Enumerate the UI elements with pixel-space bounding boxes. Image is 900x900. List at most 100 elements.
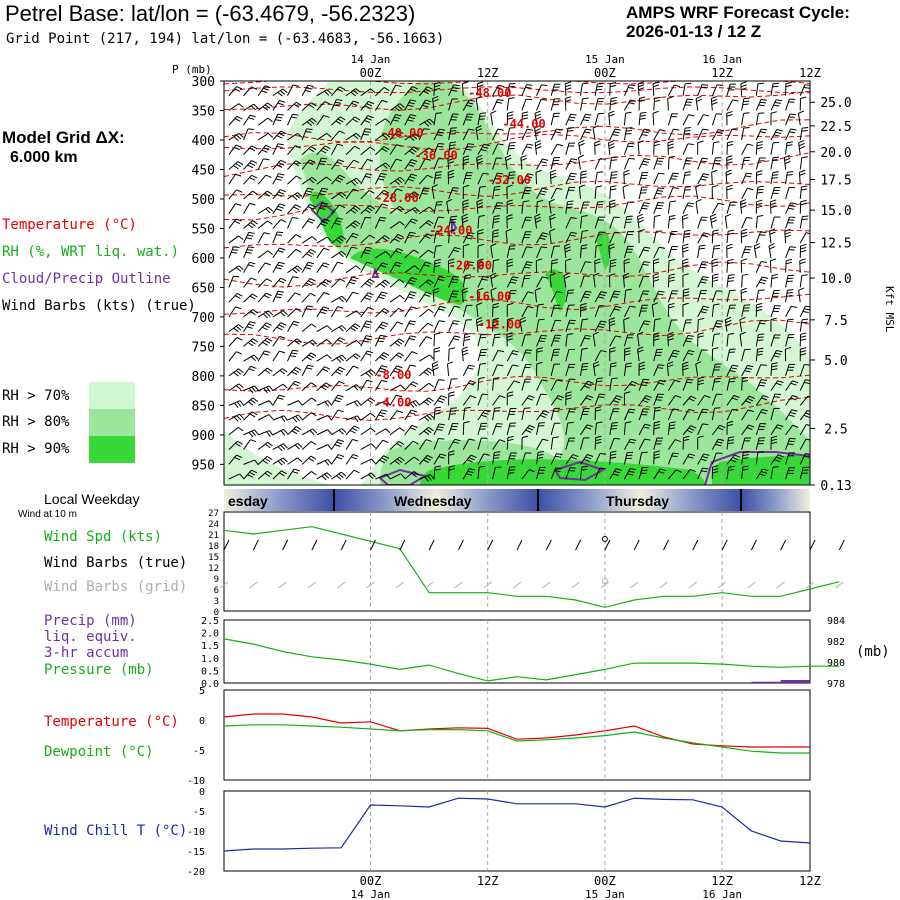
wind-barb-flag — [529, 424, 535, 429]
wind-barb-staff — [785, 306, 792, 318]
wind-barb-staff — [404, 409, 412, 421]
wind-barb-flag — [268, 430, 274, 436]
wind-barb-flag — [581, 244, 588, 247]
wind-barb — [550, 304, 561, 318]
wind-barb — [623, 258, 631, 273]
wind-barb-staff — [695, 98, 699, 111]
wind-barb-flag — [291, 352, 298, 355]
wind-barb — [726, 274, 735, 288]
wind-barb-flag — [238, 103, 244, 108]
wind-barb — [770, 216, 781, 229]
wind-barb-flag — [296, 338, 302, 343]
wind-barb-flag — [292, 276, 299, 279]
wind-barb — [476, 154, 484, 170]
temp-tick-label: 0 — [199, 716, 205, 727]
wind-barb — [550, 422, 561, 436]
precip-tick-label: 1.5 — [201, 641, 219, 652]
wind-barb-flag — [248, 231, 255, 234]
wind-barb — [638, 261, 650, 273]
wind-barb-staff — [536, 379, 543, 391]
wind-barb-flag — [556, 291, 563, 294]
wind-barb — [741, 246, 752, 259]
wind-barb-flag — [527, 305, 534, 309]
wind-barb-flag — [277, 249, 284, 253]
wind-barb-flag — [324, 401, 330, 407]
wind-barb-staff — [462, 275, 466, 288]
height-tick-label: 20.0 — [820, 146, 851, 161]
wind-barb-flag — [464, 336, 471, 338]
wind-barb — [257, 174, 272, 185]
wind-barb-staff — [316, 236, 328, 244]
wind-barb — [594, 467, 606, 480]
wind-barb — [623, 142, 635, 155]
wind-barb-flag — [726, 155, 733, 158]
wind-barb-flag — [701, 157, 709, 160]
wind-barb-flag — [802, 126, 809, 129]
pressure-tick-label: 300 — [192, 75, 215, 90]
wind-barb — [345, 265, 361, 274]
wind-barb-flag — [786, 141, 793, 144]
wind-barb-flag — [308, 457, 315, 462]
wind-barb-staff — [257, 250, 269, 259]
wind-barb-flag — [670, 178, 677, 180]
wind-barb — [257, 385, 274, 394]
wind-barb-flag — [789, 205, 796, 208]
wind-barb-flag — [522, 111, 529, 114]
wind-barb-flag — [320, 223, 327, 227]
wind-barb — [257, 470, 273, 480]
wind-barb-staff — [287, 249, 297, 259]
wind-barb — [331, 250, 347, 259]
wind-barb-staff — [477, 276, 484, 288]
wind-barb — [594, 421, 603, 435]
wind-barb — [594, 140, 601, 155]
wind-barb-flag — [569, 160, 576, 164]
wind-barb — [609, 273, 616, 288]
wind-barb-flag — [786, 144, 793, 147]
wind-barb-staff — [770, 142, 774, 155]
wind-barb-flag — [252, 190, 258, 195]
wind-barb — [448, 391, 455, 406]
wind-barb-staff — [287, 338, 298, 347]
isotherm-label: -44.00 — [502, 117, 545, 131]
wind-barb-flag — [756, 205, 763, 209]
wind-barb-staff — [389, 261, 397, 273]
wind-barb — [316, 202, 329, 214]
wind-barb-flag — [261, 149, 268, 153]
wind-barb-flag — [507, 435, 514, 439]
wind-barb-staff — [521, 143, 528, 155]
wind-barb-flag — [582, 82, 589, 85]
wind-barb-flag — [616, 395, 623, 399]
wind-barb-flag — [565, 391, 572, 394]
wind-barb-flag — [493, 218, 500, 220]
wind-barb-staff — [594, 158, 601, 170]
wind-barb-flag — [462, 202, 469, 206]
wind-barb-flag — [673, 128, 680, 131]
wind-barb — [316, 114, 330, 126]
wind-barb-flag — [747, 143, 754, 146]
wind-barb — [345, 100, 360, 111]
wind-barb-flag — [337, 368, 344, 373]
wind-barb-flag — [355, 88, 361, 93]
wind-barb-flag — [411, 351, 418, 355]
wind-barb — [389, 473, 406, 480]
wind-barb-flag — [438, 308, 445, 311]
wind-barb — [637, 81, 645, 96]
wind-barb-flag — [247, 128, 255, 130]
wind-barb-flag — [281, 368, 288, 373]
wind-barb-flag — [365, 216, 372, 219]
wind-barb-staff — [697, 158, 703, 170]
wind-barb-flag — [769, 246, 776, 250]
wind-barb — [360, 335, 373, 347]
wind-barb-staff — [272, 415, 285, 421]
wind-barb-flag — [394, 106, 400, 112]
wind-barb-flag — [448, 175, 455, 179]
wind-barb-flag — [393, 238, 400, 242]
wind-barb-staff — [506, 350, 514, 362]
wind-barb — [492, 377, 500, 391]
wind-barb-flag — [385, 162, 391, 168]
wind-barb-flag — [435, 244, 442, 247]
wind-barb — [331, 130, 345, 141]
wind-barb-staff — [462, 172, 468, 185]
wind-barb-flag — [238, 324, 244, 329]
